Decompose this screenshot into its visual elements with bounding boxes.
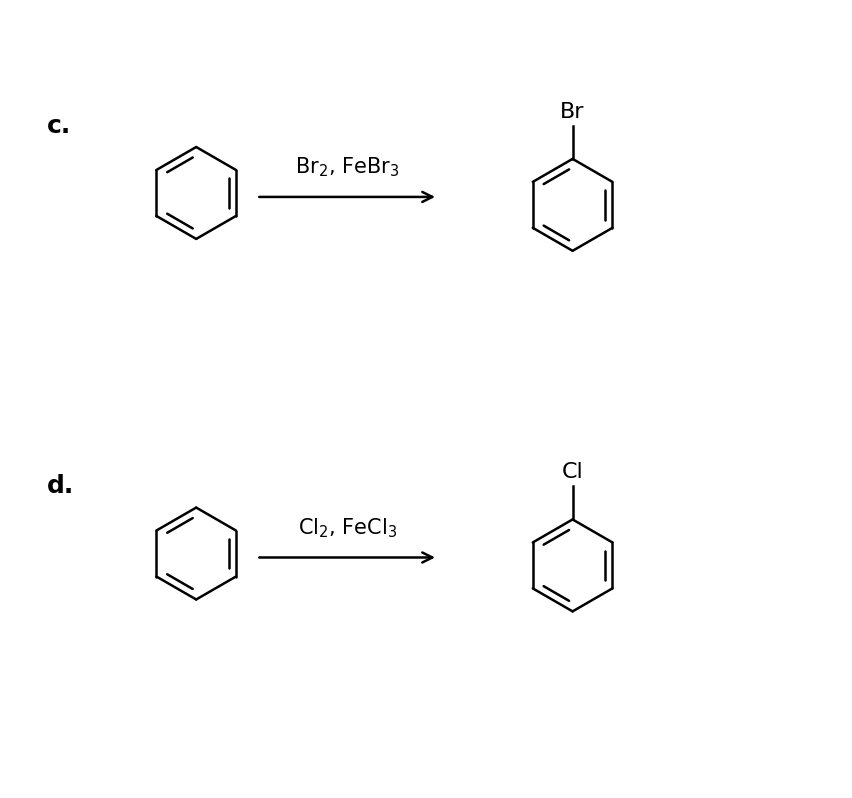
Text: Br: Br <box>561 101 584 121</box>
Text: Cl: Cl <box>561 462 584 482</box>
Text: d.: d. <box>47 474 74 498</box>
Text: Br$_2$, FeBr$_3$: Br$_2$, FeBr$_3$ <box>295 156 400 180</box>
Text: Cl$_2$, FeCl$_3$: Cl$_2$, FeCl$_3$ <box>297 516 397 540</box>
Text: c.: c. <box>47 113 72 137</box>
